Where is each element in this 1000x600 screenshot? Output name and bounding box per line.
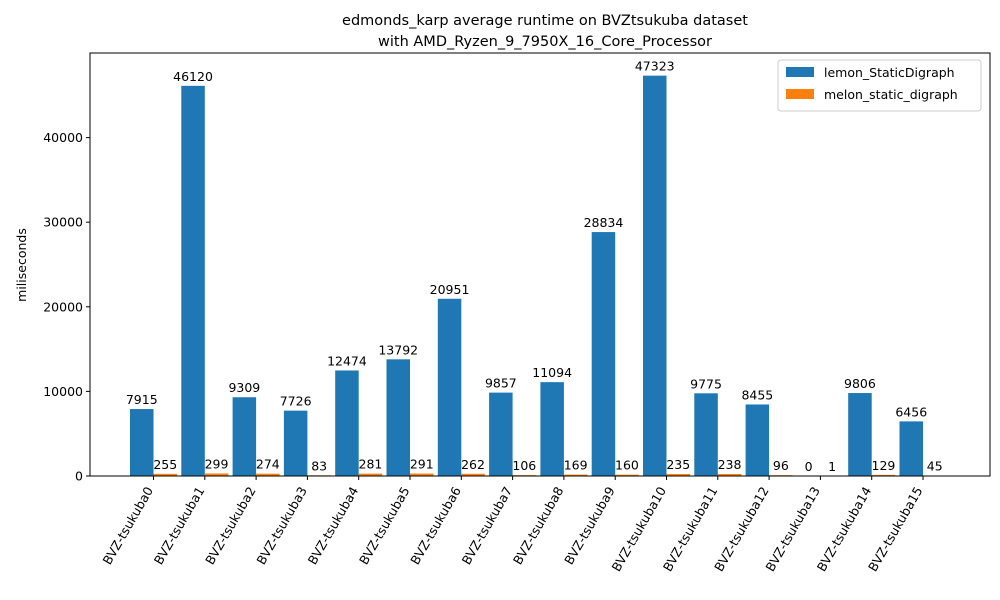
- bar-lemon: [437, 298, 462, 476]
- data-label-lemon: 47323: [635, 59, 675, 74]
- bar-lemon: [643, 75, 667, 476]
- data-label-lemon: 9775: [690, 376, 722, 391]
- bar-melon: [871, 474, 896, 476]
- bar-melon: [358, 473, 383, 476]
- data-label-melon: 106: [512, 458, 536, 473]
- y-tick-label: 30000: [43, 215, 83, 230]
- y-tick-label: 40000: [43, 130, 83, 145]
- data-label-melon: 274: [256, 457, 280, 472]
- legend-box: [777, 59, 982, 112]
- bar-lemon: [283, 410, 308, 476]
- bars: [130, 75, 947, 476]
- bar-melon: [563, 474, 588, 476]
- bar-melon: [153, 473, 177, 476]
- legend-label-lemon: lemon_StaticDigraph: [824, 65, 955, 80]
- y-tick-label: 0: [75, 469, 83, 484]
- x-tick-label: BVZ-tsukuba11: [660, 484, 721, 574]
- bar-lemon: [489, 392, 513, 476]
- data-label-melon: 281: [359, 457, 383, 472]
- legend: lemon_StaticDigraph melon_static_digraph: [777, 59, 982, 112]
- x-tick-label: BVZ-tsukuba13: [762, 484, 823, 574]
- bar-melon: [461, 473, 485, 476]
- bar-melon: [615, 474, 639, 476]
- data-label-lemon: 7915: [126, 392, 158, 407]
- data-label-lemon: 20951: [430, 282, 470, 297]
- data-label-lemon: 7726: [280, 394, 312, 409]
- x-tick-label: BVZ-tsukuba10: [608, 484, 669, 574]
- data-label-melon: 160: [615, 458, 639, 473]
- data-label-lemon: 9309: [228, 380, 260, 395]
- x-tick-label: BVZ-tsukuba9: [561, 484, 618, 567]
- data-label-melon: 262: [461, 457, 485, 472]
- data-label-lemon: 0: [805, 459, 813, 474]
- chart-subtitle: with AMD_Ryzen_9_7950X_16_Core_Processor: [378, 34, 712, 50]
- data-label-lemon: 13792: [378, 342, 418, 357]
- chart-title: edmonds_karp average runtime on BVZtsuku…: [342, 13, 748, 29]
- data-label-melon: 255: [153, 457, 177, 472]
- bar-lemon: [181, 85, 205, 476]
- x-tick-label: BVZ-tsukuba7: [459, 484, 516, 567]
- data-label-melon: 1: [828, 459, 836, 474]
- bar-melon: [410, 473, 434, 476]
- data-label-melon: 169: [564, 458, 588, 473]
- x-axis-ticks: BVZ-tsukuba0BVZ-tsukuba1BVZ-tsukuba2BVZ-…: [99, 476, 926, 574]
- bar-lemon: [232, 397, 257, 476]
- plot-frame: [89, 52, 991, 477]
- bar-lemon: [540, 382, 564, 476]
- bar-melon: [717, 473, 742, 476]
- data-label-melon: 96: [773, 458, 789, 473]
- data-labels: 7915 255 46120 299 9309 274 7726 83 12474 281 1379…: [126, 59, 943, 474]
- bar-melon: [204, 473, 229, 476]
- legend-swatch-melon: [786, 89, 814, 99]
- y-tick-label: 20000: [43, 299, 83, 314]
- data-label-melon: 129: [872, 458, 896, 473]
- bar-lemon: [335, 370, 359, 476]
- data-label-lemon: 12474: [327, 353, 367, 368]
- x-tick-label: BVZ-tsukuba2: [202, 484, 259, 567]
- data-label-lemon: 28834: [584, 215, 624, 230]
- bar-lemon: [848, 393, 872, 476]
- data-label-lemon: 9806: [844, 376, 876, 391]
- y-axis-label: miliseconds: [14, 228, 29, 302]
- data-label-melon: 83: [311, 458, 327, 473]
- data-label-lemon: 6456: [895, 404, 927, 419]
- data-label-lemon: 9857: [485, 376, 517, 391]
- bar-lemon: [386, 359, 410, 476]
- y-axis-ticks: 0 10000 20000 30000 40000: [43, 130, 90, 484]
- data-label-melon: 235: [666, 457, 690, 472]
- bar-lemon: [130, 409, 154, 476]
- data-label-lemon: 46120: [173, 69, 213, 84]
- x-tick-label: BVZ-tsukuba15: [865, 484, 926, 574]
- data-label-melon: 238: [718, 457, 742, 472]
- bar-lemon: [591, 232, 616, 476]
- legend-swatch-lemon: [786, 67, 814, 77]
- x-tick-label: BVZ-tsukuba8: [510, 484, 567, 567]
- x-tick-label: BVZ-tsukuba14: [814, 484, 875, 574]
- bar-lemon: [694, 393, 718, 476]
- bar-lemon: [745, 404, 770, 476]
- bar-lemon: [899, 421, 923, 476]
- bar-melon: [666, 474, 690, 476]
- data-label-lemon: 8455: [741, 387, 773, 402]
- data-label-melon: 45: [927, 459, 943, 474]
- data-label-lemon: 11094: [532, 365, 572, 380]
- x-tick-label: BVZ-tsukuba4: [305, 484, 362, 567]
- bar-melon: [256, 473, 280, 476]
- x-tick-label: BVZ-tsukuba3: [253, 484, 310, 567]
- x-tick-label: BVZ-tsukuba5: [356, 484, 413, 567]
- x-tick-label: BVZ-tsukuba1: [151, 484, 208, 567]
- x-tick-label: BVZ-tsukuba12: [711, 484, 772, 574]
- legend-label-melon: melon_static_digraph: [824, 87, 958, 102]
- data-label-melon: 299: [205, 456, 229, 471]
- x-tick-label: BVZ-tsukuba0: [99, 484, 156, 567]
- data-label-melon: 291: [410, 457, 434, 472]
- y-tick-label: 10000: [43, 384, 83, 399]
- x-tick-label: BVZ-tsukuba6: [407, 484, 464, 567]
